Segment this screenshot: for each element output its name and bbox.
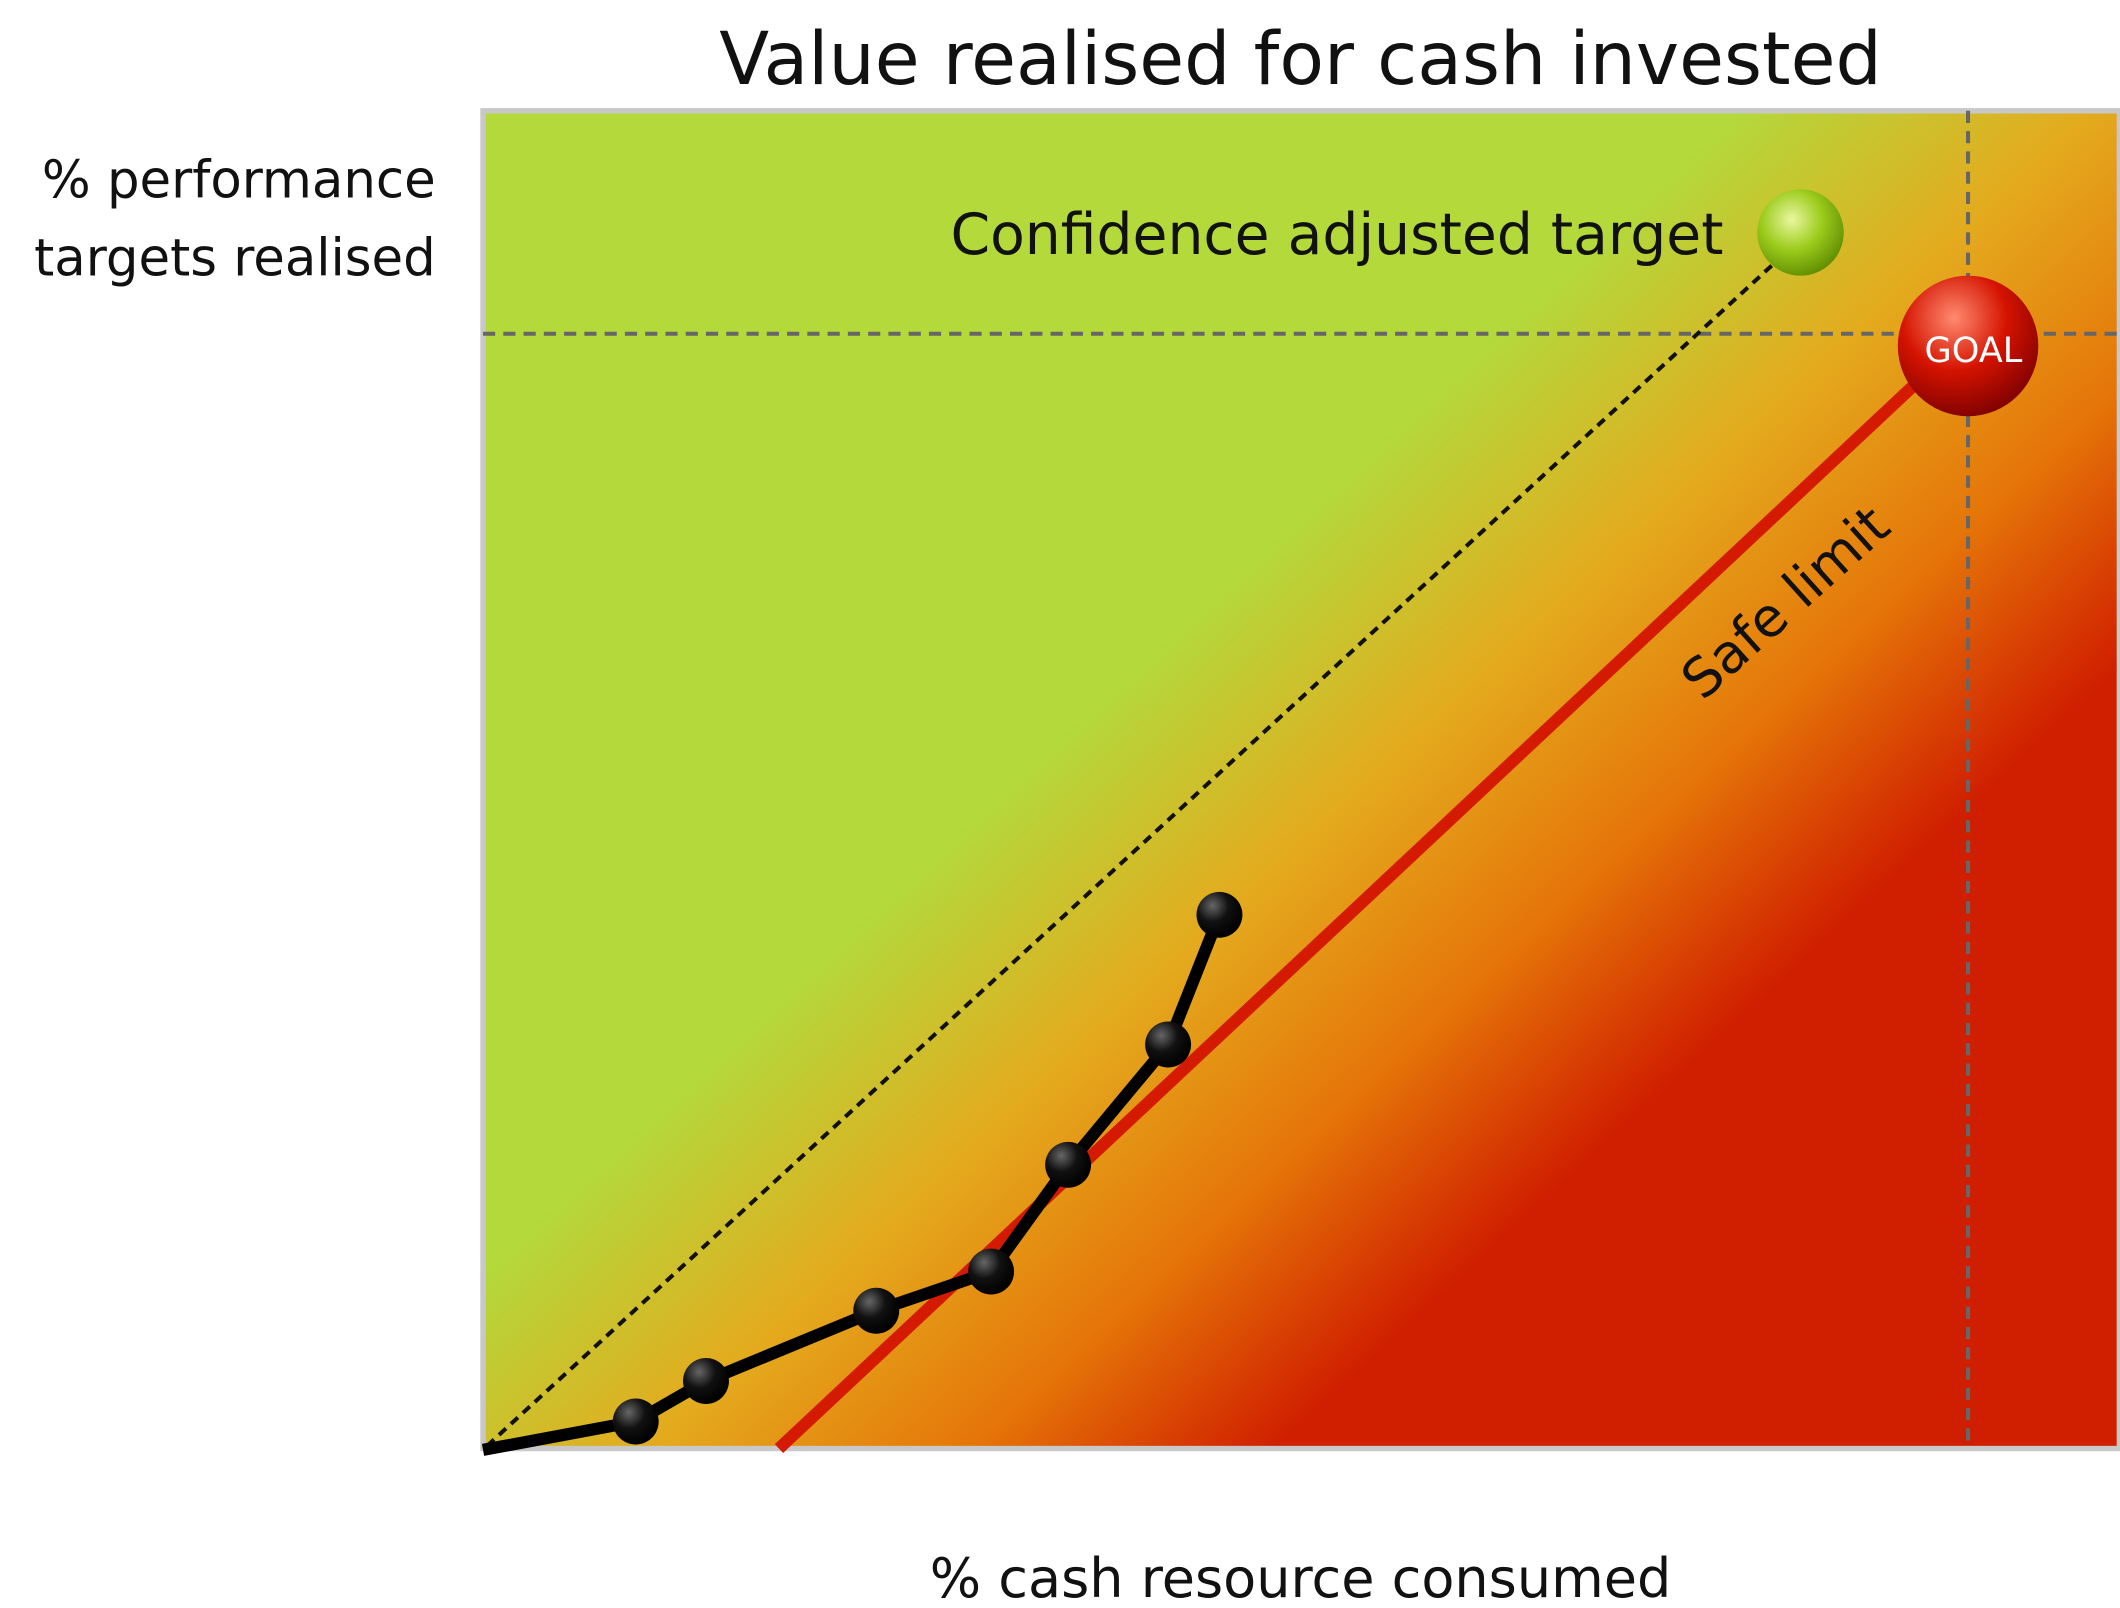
target-label: Confidence adjusted target [950,202,1723,268]
plot-area [480,108,2120,1452]
target-marker [1757,189,1844,276]
point [1045,1141,1092,1188]
y-label-line: % performance [42,150,436,210]
point [1145,1021,1192,1068]
title: Value realised for cash invested [719,17,1882,102]
point [968,1248,1015,1295]
point [1196,891,1243,938]
goal-label: GOAL [1925,330,2023,371]
goal-marker [1897,275,2039,417]
point [612,1398,659,1445]
point [682,1358,729,1404]
y-label-line: targets realised [34,229,436,289]
point [853,1287,900,1334]
progress-points [612,891,1243,1445]
target-line [485,252,1786,1448]
x-label: % cash resource consumed [930,1547,1672,1608]
